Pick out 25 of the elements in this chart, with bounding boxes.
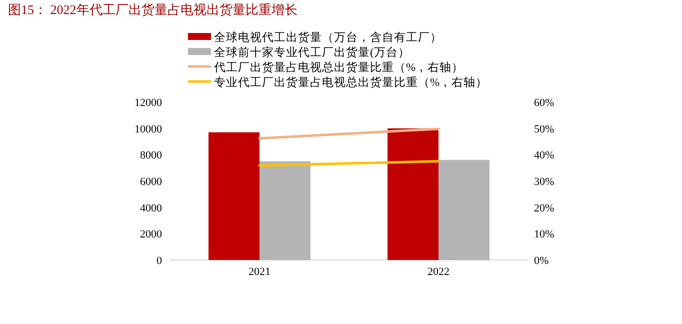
bar	[208, 132, 260, 260]
y2-tick-label: 10%	[534, 228, 554, 241]
y2-tick-label: 40%	[534, 150, 554, 162]
x-tick-label: 2022	[428, 266, 450, 278]
y2-tick-label: 30%	[534, 176, 554, 188]
bar	[260, 161, 310, 260]
bar	[388, 128, 438, 260]
y-tick-label: 10000	[134, 123, 162, 136]
x-tick-label: 2021	[248, 266, 270, 278]
legend-label: 专业代工厂出货量占电视总出货量比重（%，右轴）	[214, 76, 488, 89]
y2-tick-label: 50%	[534, 123, 554, 136]
y-tick-label: 6000	[140, 176, 162, 188]
legend-label: 代工厂出货量占电视总出货量比重（%，右轴）	[213, 61, 464, 74]
y2-tick-label: 20%	[534, 202, 554, 214]
legend-label: 全球前十家专业代工厂出货量(万台）	[214, 45, 410, 59]
y-tick-label: 8000	[140, 150, 162, 162]
y-tick-label: 4000	[140, 202, 162, 214]
y-tick-label: 12000	[134, 97, 162, 109]
chart-title: 图15： 2022年代工厂出货量占电视出货量比重增长	[8, 2, 298, 17]
legend-label: 全球电视代工出货量（万台，含自有工厂）	[214, 31, 442, 44]
y2-tick-label: 0%	[534, 255, 549, 267]
y-tick-label: 2000	[140, 228, 162, 241]
bar	[438, 160, 490, 260]
y2-tick-label: 60%	[534, 97, 554, 109]
y-tick-label: 0	[156, 255, 162, 267]
